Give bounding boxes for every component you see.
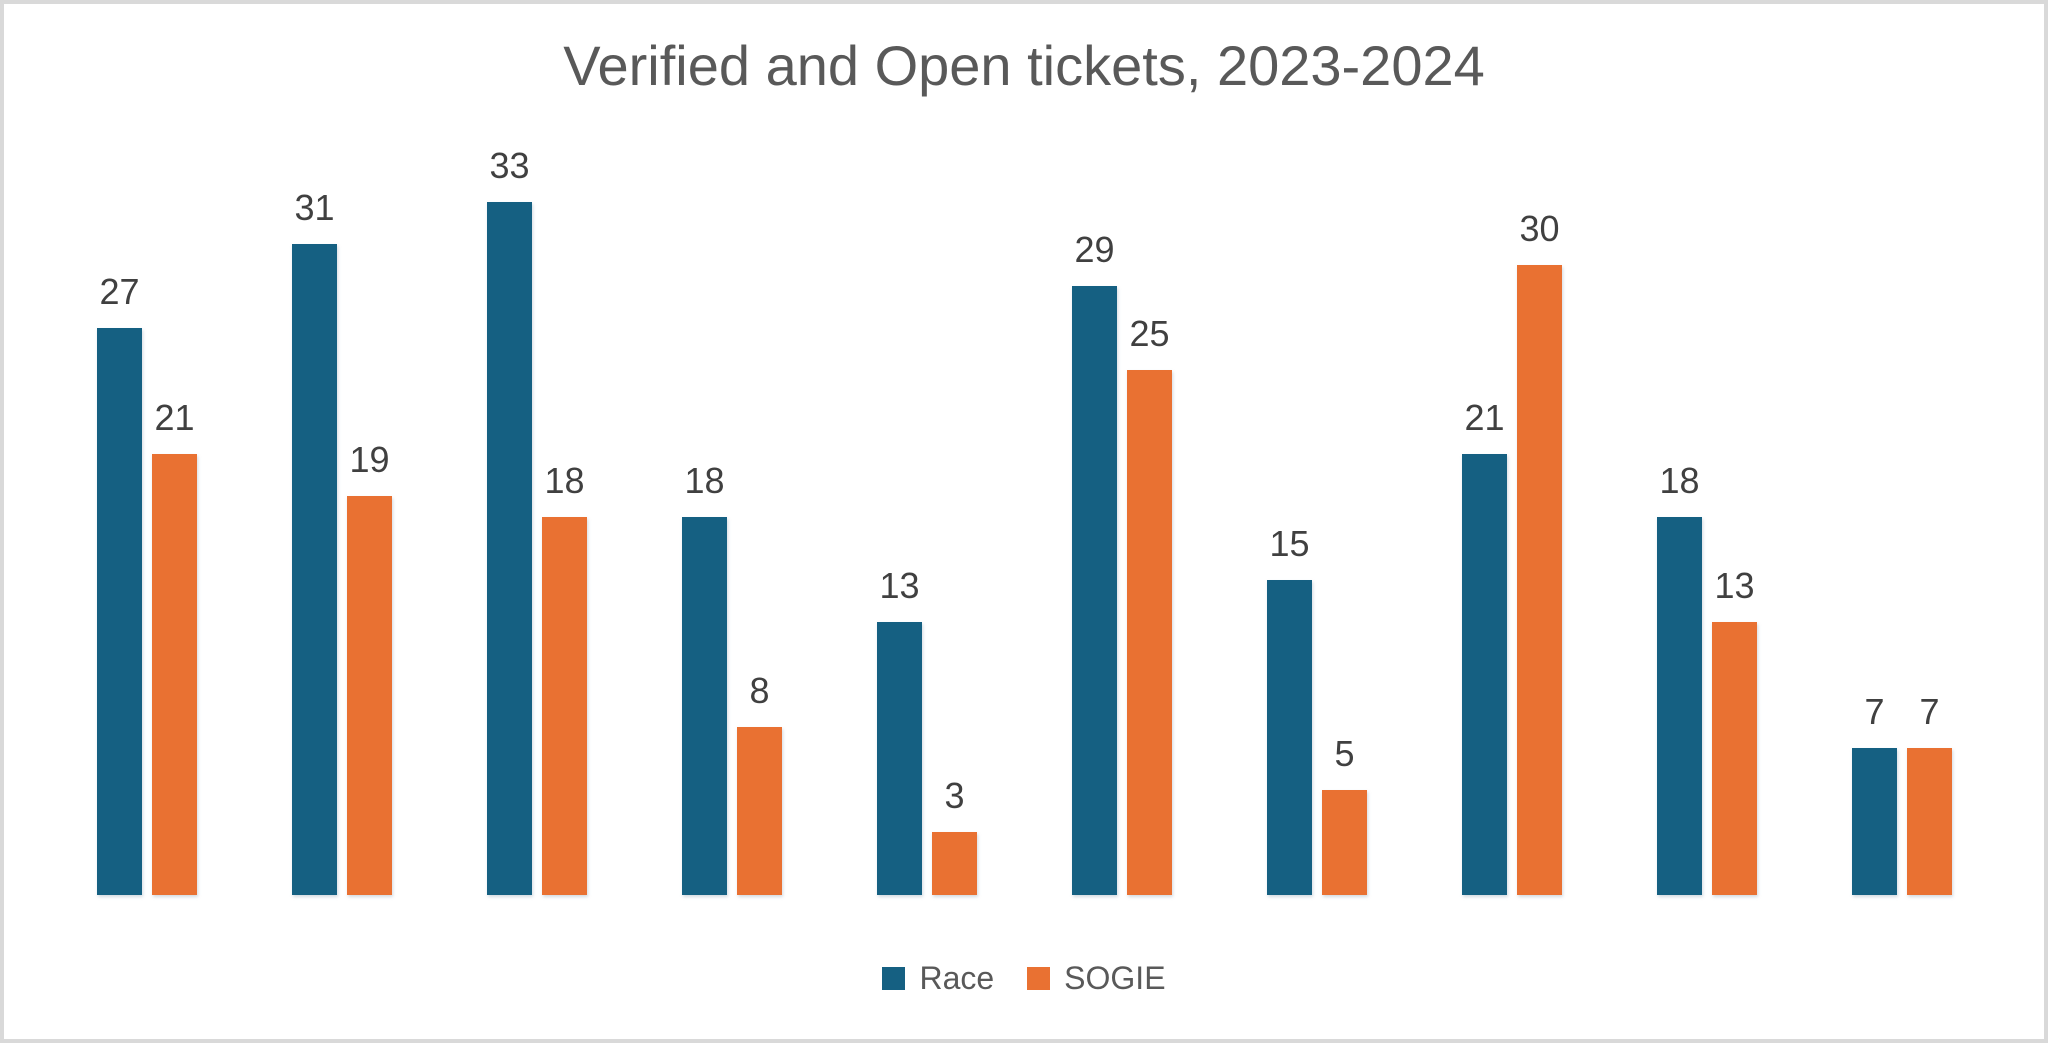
bar-group: 18 13 bbox=[1657, 461, 1757, 895]
bar-column-sogie: 13 bbox=[1712, 566, 1757, 895]
bar-race bbox=[1852, 748, 1897, 895]
legend-swatch-race bbox=[882, 967, 906, 990]
data-label-sogie: 19 bbox=[349, 439, 390, 481]
data-label-race: 27 bbox=[99, 271, 140, 313]
bar-column-sogie: 7 bbox=[1907, 692, 1952, 895]
bar-race bbox=[1072, 286, 1117, 895]
bar-column-sogie: 3 bbox=[932, 776, 977, 895]
data-label-race: 15 bbox=[1269, 523, 1310, 565]
bar-column-sogie: 30 bbox=[1517, 209, 1562, 895]
bar-race bbox=[682, 517, 727, 895]
bar-race bbox=[877, 622, 922, 895]
data-label-sogie: 30 bbox=[1519, 208, 1560, 250]
data-label-sogie: 25 bbox=[1129, 313, 1170, 355]
bar-group: 13 3 bbox=[877, 566, 977, 895]
chart-title: Verified and Open tickets, 2023-2024 bbox=[563, 34, 1485, 97]
data-label-race: 18 bbox=[1659, 460, 1700, 502]
bar-sogie bbox=[1517, 265, 1562, 895]
data-label-race: 21 bbox=[1464, 397, 1505, 439]
bar-race bbox=[487, 202, 532, 895]
bar-column-race: 18 bbox=[682, 461, 727, 895]
bar-group: 27 21 bbox=[97, 272, 197, 895]
bar-sogie bbox=[1712, 622, 1757, 895]
bar-column-race: 31 bbox=[292, 188, 337, 895]
bar-column-race: 33 bbox=[487, 146, 532, 895]
data-label-sogie: 18 bbox=[544, 460, 585, 502]
bar-race bbox=[1267, 580, 1312, 895]
bar-group: 18 8 bbox=[682, 461, 782, 895]
legend: Race SOGIE bbox=[4, 960, 2044, 997]
plot-area: 27 21 31 19 33 18 18 8 13 3 29 25 15 5 21 30 18 13 7 7 bbox=[97, 146, 1952, 895]
data-label-race: 13 bbox=[879, 565, 920, 607]
bar-sogie bbox=[542, 517, 587, 895]
data-label-sogie: 21 bbox=[154, 397, 195, 439]
bar-column-race: 29 bbox=[1072, 230, 1117, 895]
data-label-race: 33 bbox=[489, 145, 530, 187]
bar-group: 31 19 bbox=[292, 188, 392, 895]
legend-item-sogie: SOGIE bbox=[1027, 960, 1166, 997]
data-label-sogie: 13 bbox=[1714, 565, 1755, 607]
legend-label-race: Race bbox=[919, 960, 995, 996]
bar-race bbox=[292, 244, 337, 895]
data-label-sogie: 7 bbox=[1919, 691, 1940, 733]
bar-column-race: 7 bbox=[1852, 692, 1897, 895]
bar-column-sogie: 5 bbox=[1322, 734, 1367, 895]
bar-column-race: 13 bbox=[877, 566, 922, 895]
bar-column-race: 18 bbox=[1657, 461, 1702, 895]
bar-group: 33 18 bbox=[487, 146, 587, 895]
bar-sogie bbox=[1127, 370, 1172, 895]
data-label-race: 18 bbox=[684, 460, 725, 502]
data-label-sogie: 3 bbox=[944, 775, 965, 817]
bar-column-race: 27 bbox=[97, 272, 142, 895]
bar-sogie bbox=[347, 496, 392, 895]
bar-column-race: 15 bbox=[1267, 524, 1312, 895]
bar-group: 21 30 bbox=[1462, 209, 1562, 895]
bar-sogie bbox=[737, 727, 782, 895]
bar-race bbox=[1657, 517, 1702, 895]
bar-column-race: 21 bbox=[1462, 398, 1507, 895]
bar-group: 15 5 bbox=[1267, 524, 1367, 895]
bar-sogie bbox=[152, 454, 197, 895]
legend-label-sogie: SOGIE bbox=[1064, 960, 1166, 996]
bar-sogie bbox=[932, 832, 977, 895]
data-label-sogie: 5 bbox=[1334, 733, 1355, 775]
data-label-race: 31 bbox=[294, 187, 335, 229]
legend-swatch-sogie bbox=[1027, 967, 1051, 990]
data-label-sogie: 8 bbox=[749, 670, 770, 712]
bar-sogie bbox=[1907, 748, 1952, 895]
bar-column-sogie: 8 bbox=[737, 671, 782, 895]
bar-column-sogie: 21 bbox=[152, 398, 197, 895]
bar-group: 29 25 bbox=[1072, 230, 1172, 895]
legend-item-race: Race bbox=[882, 960, 994, 997]
data-label-race: 7 bbox=[1864, 691, 1885, 733]
bar-race bbox=[1462, 454, 1507, 895]
bar-column-sogie: 25 bbox=[1127, 314, 1172, 895]
bar-sogie bbox=[1322, 790, 1367, 895]
bar-column-sogie: 18 bbox=[542, 461, 587, 895]
bar-column-sogie: 19 bbox=[347, 440, 392, 895]
data-label-race: 29 bbox=[1074, 229, 1115, 271]
bar-race bbox=[97, 328, 142, 895]
